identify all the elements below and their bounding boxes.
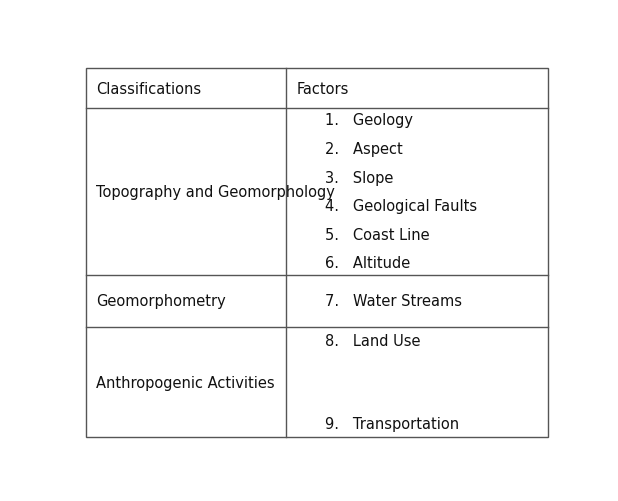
Text: Anthropogenic Activities: Anthropogenic Activities [96, 375, 275, 390]
Text: 1.   Geology: 1. Geology [325, 113, 413, 128]
Text: 5.   Coast Line: 5. Coast Line [325, 227, 430, 242]
Text: 4.   Geological Faults: 4. Geological Faults [325, 199, 477, 214]
Text: 8.   Land Use: 8. Land Use [325, 333, 420, 348]
Text: 6.   Altitude: 6. Altitude [325, 256, 410, 271]
Text: 3.   Slope: 3. Slope [325, 170, 393, 185]
Text: 2.   Aspect: 2. Aspect [325, 142, 402, 157]
Text: 9.   Transportation: 9. Transportation [325, 416, 459, 431]
Text: Classifications: Classifications [96, 81, 201, 96]
Text: Factors: Factors [296, 81, 349, 96]
Text: 7.   Water Streams: 7. Water Streams [325, 294, 462, 309]
Text: Geomorphometry: Geomorphometry [96, 294, 226, 309]
Text: Topography and Geomorphology: Topography and Geomorphology [96, 184, 336, 199]
